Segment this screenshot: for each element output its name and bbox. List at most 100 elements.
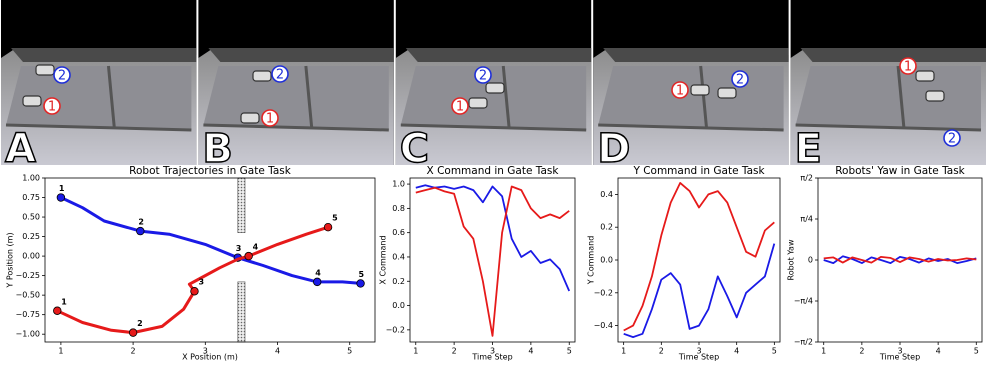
plot-frame — [617, 177, 781, 343]
robot-marker — [731, 70, 749, 88]
y-axis-label: Robot Yaw — [787, 239, 796, 280]
waypoint — [244, 251, 253, 261]
waypoint-label: 4 — [253, 243, 259, 252]
arena-inner — [598, 66, 784, 130]
robot-marker-label: 2 — [276, 68, 284, 83]
y-tick-label: π/2 — [800, 174, 813, 183]
y-tick-label: 0.2 — [392, 277, 405, 286]
arena-back-wall — [800, 48, 986, 62]
robot — [240, 112, 260, 124]
plot-frame — [44, 177, 376, 343]
x-tick-label: 4 — [734, 347, 739, 356]
robot-marker — [271, 65, 289, 83]
y-tick-label: −π/4 — [794, 297, 813, 306]
y-tick-label: 0.75 — [22, 193, 40, 202]
waypoint — [356, 279, 365, 288]
arena-inner — [795, 66, 981, 130]
y-tick-label: −0.75 — [15, 310, 40, 319]
divider-wall — [501, 65, 511, 129]
x-axis-label: Time Step — [879, 353, 920, 362]
y-tick-label: −π/2 — [794, 338, 813, 347]
side-wall — [5, 123, 192, 132]
panel-letter: B — [202, 126, 233, 172]
y-tick-label: −0.4 — [594, 321, 613, 330]
side-wall — [795, 123, 982, 132]
x-tick-label: 5 — [347, 347, 352, 356]
x-axis-label: X Position (m) — [182, 353, 238, 362]
waypoint-label: 2 — [138, 218, 144, 227]
robot-marker — [261, 109, 279, 127]
x-tick-label: 1 — [821, 347, 826, 356]
x-tick-label: 1 — [621, 347, 626, 356]
x-tick-label: 4 — [528, 347, 533, 356]
x-tick-label: 1 — [413, 347, 418, 356]
divider-wall — [896, 65, 906, 129]
robot-marker — [899, 57, 917, 75]
waypoint-label: 5 — [332, 214, 338, 223]
chart-title: Robots' Yaw in Gate Task — [835, 165, 965, 177]
series-line — [623, 243, 776, 338]
y-tick-label: −0.50 — [15, 291, 40, 300]
y-tick-label: 1.0 — [392, 180, 405, 189]
robot-marker-label: 2 — [479, 69, 487, 84]
series-line — [823, 255, 977, 264]
y-tick-label: −0.2 — [594, 288, 613, 297]
x-tick-label: 4 — [936, 347, 941, 356]
robot-marker-label: 1 — [266, 112, 274, 127]
waypoint — [56, 193, 66, 202]
y-axis-label: X Command — [379, 235, 388, 284]
y-axis-label: Y Command — [587, 236, 596, 286]
side-wall — [203, 123, 389, 132]
waypoint-label: 5 — [359, 270, 365, 279]
x-axis-label: Time Step — [678, 353, 719, 362]
y-tick-label: 0.25 — [22, 232, 40, 241]
chart-title: Robot Trajectories in Gate Task — [129, 165, 292, 177]
robot — [252, 70, 272, 82]
y-tick-label: 0.8 — [392, 204, 405, 213]
divider-wall — [304, 65, 314, 129]
plot-frame — [409, 177, 576, 343]
y-tick-label: 1.00 — [22, 174, 40, 183]
waypoint-label: 2 — [137, 319, 143, 328]
robot-marker — [943, 129, 961, 147]
x-tick-label: 3 — [696, 347, 701, 356]
chart-title: Y Command in Gate Task — [632, 165, 765, 177]
y-tick-label: 0.4 — [600, 190, 613, 199]
robot-marker-label: 2 — [736, 73, 744, 88]
y-tick-label: −0.25 — [15, 271, 40, 280]
robot-marker — [671, 81, 689, 99]
robot-marker — [451, 97, 469, 115]
divider-wall — [699, 65, 709, 129]
x-tick-label: 3 — [203, 347, 208, 356]
arena-back-wall — [11, 48, 197, 62]
panel-letter: A — [5, 126, 36, 172]
x-tick-label: 2 — [659, 347, 664, 356]
panel-letter: E — [795, 126, 822, 172]
x-tick-label: 5 — [567, 347, 572, 356]
waypoint — [128, 328, 138, 337]
robot-marker-label: 2 — [58, 69, 66, 84]
robot-marker-label: 2 — [948, 132, 956, 147]
robot-marker-label: 1 — [456, 100, 464, 115]
waypoint-label: 3 — [236, 244, 242, 253]
gate-upper — [237, 177, 246, 233]
y-tick-label: 0.0 — [392, 301, 405, 310]
arena-back-wall — [603, 48, 789, 62]
robot — [690, 84, 710, 96]
x-tick-label: 5 — [974, 347, 979, 356]
waypoint — [323, 222, 333, 232]
y-tick-label: 0.0 — [600, 256, 613, 265]
x-tick-label: 3 — [490, 347, 495, 356]
x-tick-label: 2 — [131, 347, 136, 356]
gate-lower — [237, 281, 246, 343]
waypoint-label: 4 — [315, 268, 321, 277]
y-tick-label: 0.00 — [22, 252, 40, 261]
robot — [925, 90, 945, 102]
plot-frame — [817, 177, 983, 343]
waypoint — [190, 287, 199, 296]
arena-inner — [203, 66, 389, 130]
x-tick-label: 2 — [452, 347, 457, 356]
x-tick-label: 1 — [58, 347, 63, 356]
panel-letter: C — [400, 126, 429, 172]
